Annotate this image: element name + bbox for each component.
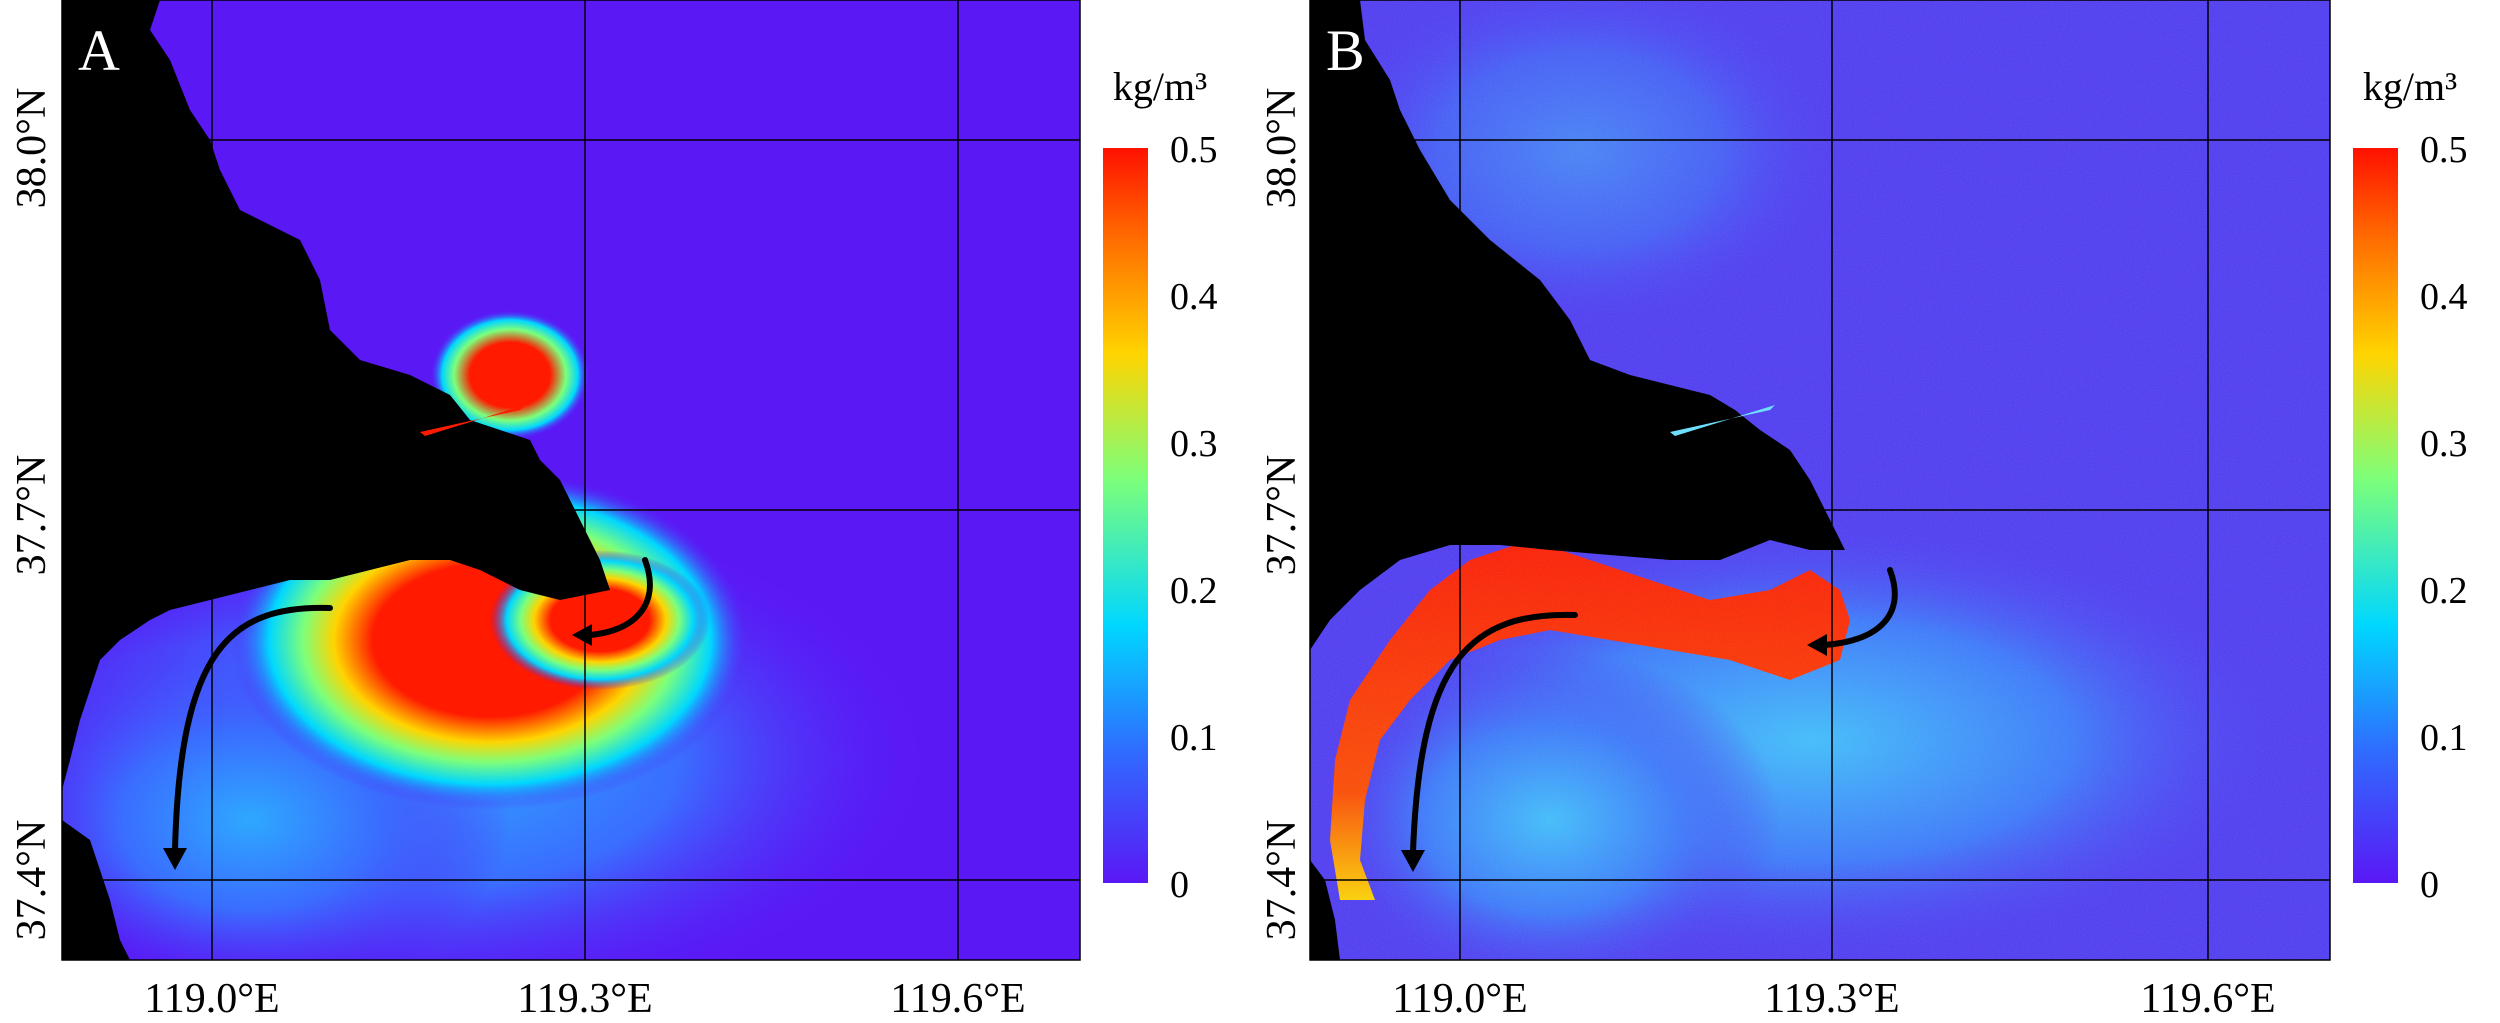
- flow-arrow-east: [1822, 567, 1898, 648]
- colorbar-tick: 0.5: [1170, 129, 1218, 171]
- arrowhead-icon: [1807, 634, 1827, 656]
- colorbar: [2353, 148, 2398, 883]
- colorbar-tick: 0.1: [1170, 717, 1218, 759]
- colorbar-tick: 0.2: [1170, 570, 1218, 612]
- lon-label: 119.3°E: [517, 976, 652, 1022]
- arrowhead-icon: [163, 848, 187, 870]
- graticule: [1310, 0, 2330, 960]
- land-mass-north: [1310, 0, 1845, 650]
- colorbar-tick: 0.2: [2420, 570, 2468, 612]
- graticule: [62, 0, 1080, 960]
- flow-arrow-east: [587, 557, 653, 638]
- flow-arrows: [1410, 567, 1898, 855]
- lon-label: 119.0°E: [1392, 976, 1527, 1022]
- sediment-plume-small: [430, 310, 590, 440]
- colorbar-tick: 0: [1170, 864, 1189, 906]
- lon-label: 119.0°E: [144, 976, 279, 1022]
- land-mass-north: [62, 0, 610, 790]
- colorbar-tick: 0.4: [1170, 276, 1218, 318]
- lon-label: 119.6°E: [2140, 976, 2275, 1022]
- flow-arrow-west: [1410, 611, 1578, 855]
- map-area-b: [1310, 0, 2330, 960]
- colorbar-tick: 0.5: [2420, 129, 2468, 171]
- lat-label: 38.0°N: [9, 88, 55, 209]
- flow-arrows: [172, 557, 653, 853]
- map-area-a: [62, 0, 1080, 960]
- map-frame: [1309, 0, 2331, 961]
- panel-b: B 38.0°N 37.7°N 37.4°N 119.0°E 119.3°E 1…: [1259, 0, 2468, 1022]
- arrowhead-icon: [1401, 850, 1425, 872]
- colorbar-unit: kg/m³: [2363, 64, 2457, 109]
- river-channel: [1670, 395, 1785, 436]
- map-frame: [61, 0, 1081, 961]
- lat-label: 37.4°N: [9, 820, 55, 941]
- land-mass-south: [62, 820, 130, 960]
- flow-arrow-west: [172, 604, 333, 853]
- lat-label: 37.7°N: [9, 455, 55, 576]
- colorbar-tick: 0: [2420, 864, 2439, 906]
- colorbar-unit: kg/m³: [1113, 64, 1207, 109]
- lat-label: 37.4°N: [1259, 820, 1305, 941]
- panel-label: A: [78, 18, 120, 83]
- lon-label: 119.3°E: [1764, 976, 1899, 1022]
- panel-label: B: [1326, 18, 1365, 83]
- lat-label: 38.0°N: [1259, 88, 1305, 209]
- panel-a: A 38.0°N 37.7°N 37.4°N 119.0°E 119.3°E 1…: [9, 0, 1218, 1022]
- colorbar-tick: 0.4: [2420, 276, 2468, 318]
- land-mass-south: [1310, 860, 1340, 960]
- colorbar-tick: 0.3: [2420, 423, 2468, 465]
- colorbar: [1103, 148, 1148, 883]
- colorbar-tick: 0.3: [1170, 423, 1218, 465]
- river-channel: [420, 395, 535, 436]
- colorbar-tick: 0.1: [2420, 717, 2468, 759]
- lat-label: 37.7°N: [1259, 455, 1305, 576]
- lon-label: 119.6°E: [890, 976, 1025, 1022]
- arrowhead-icon: [572, 624, 592, 646]
